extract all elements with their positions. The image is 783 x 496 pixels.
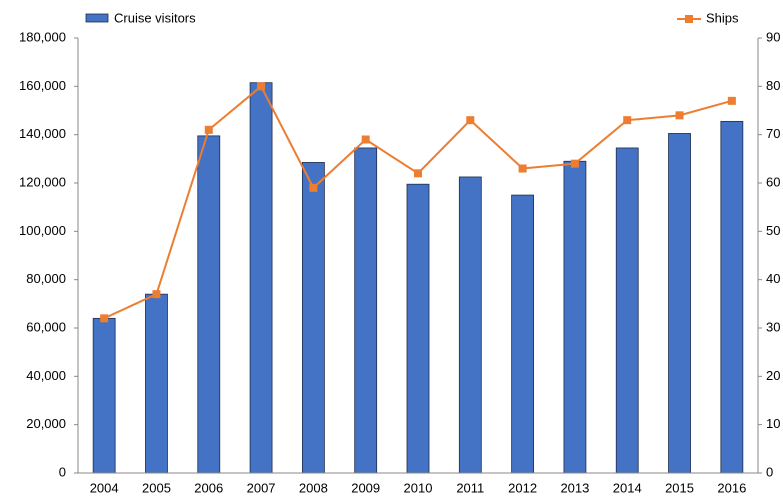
marker: [570, 159, 579, 168]
y-tick-label: 140,000: [19, 126, 66, 141]
x-tick-label: 2004: [90, 480, 119, 495]
bar: [249, 82, 273, 474]
marker: [361, 135, 370, 144]
marker: [204, 125, 213, 134]
y-tick-label: 40,000: [26, 368, 66, 383]
legend-swatch: [85, 13, 109, 23]
x-tick-label: 2015: [665, 480, 694, 495]
bar: [458, 176, 482, 474]
y2-tick-label: 10: [766, 416, 780, 431]
legend-label: Ships: [706, 10, 739, 25]
marker: [100, 314, 109, 323]
y2-tick-label: 40: [766, 271, 780, 286]
legend-swatch: [685, 15, 693, 23]
x-tick-label: 2011: [456, 480, 484, 495]
marker: [152, 290, 161, 299]
x-tick-label: 2014: [613, 480, 642, 495]
bar: [511, 194, 535, 474]
y2-tick-label: 90: [766, 29, 780, 44]
marker: [675, 111, 684, 120]
bar: [720, 120, 744, 474]
x-tick-label: 2010: [404, 480, 433, 495]
bar: [406, 183, 430, 474]
y-tick-label: 120,000: [19, 174, 66, 189]
bar: [615, 147, 639, 474]
x-tick-label: 2009: [351, 480, 380, 495]
y-tick-label: 20,000: [26, 416, 66, 431]
marker: [727, 96, 736, 105]
marker: [623, 116, 632, 125]
bar: [563, 160, 587, 474]
x-tick-label: 2016: [717, 480, 746, 495]
y2-tick-label: 60: [766, 174, 780, 189]
x-tick-label: 2013: [560, 480, 589, 495]
y-tick-label: 80,000: [26, 271, 66, 286]
y-tick-label: 60,000: [26, 319, 66, 334]
y2-tick-label: 20: [766, 368, 780, 383]
marker: [414, 169, 422, 178]
bar: [92, 317, 116, 474]
legend-label: Cruise visitors: [114, 10, 196, 25]
y-tick-label: 160,000: [19, 78, 66, 93]
bar: [145, 293, 168, 474]
y2-tick-label: 0: [766, 464, 773, 479]
y-tick-label: 180,000: [19, 29, 66, 44]
y-tick-label: 0: [59, 464, 66, 479]
x-tick-label: 2008: [299, 480, 328, 495]
y2-tick-label: 50: [766, 223, 780, 238]
marker: [518, 164, 527, 173]
y2-tick-label: 30: [766, 319, 780, 334]
x-tick-label: 2005: [142, 480, 171, 495]
x-tick-label: 2007: [247, 480, 276, 495]
marker: [257, 82, 266, 91]
y2-tick-label: 70: [766, 126, 780, 141]
bar: [197, 135, 221, 474]
y-tick-label: 100,000: [19, 223, 66, 238]
y2-tick-label: 80: [766, 78, 780, 93]
x-tick-label: 2012: [508, 480, 537, 495]
marker: [466, 116, 475, 125]
bar: [668, 133, 691, 474]
x-tick-label: 2006: [194, 480, 223, 495]
marker: [309, 183, 318, 192]
bar: [354, 147, 378, 474]
bar: [301, 162, 325, 474]
